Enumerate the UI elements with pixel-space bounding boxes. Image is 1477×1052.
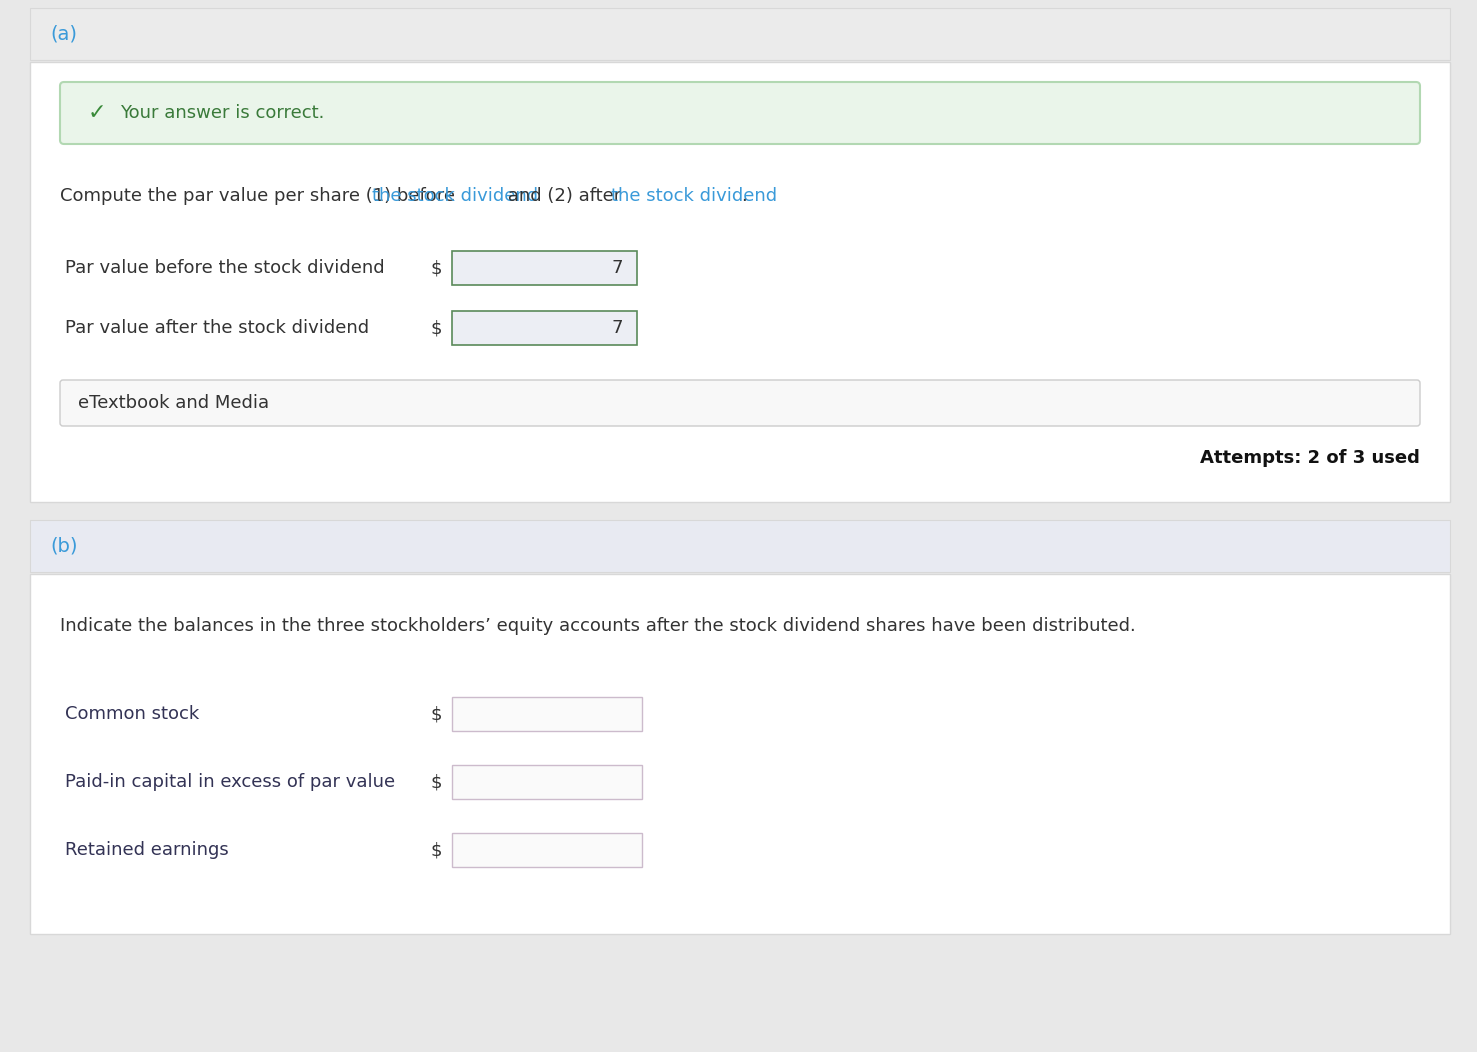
Text: .: . — [741, 187, 747, 205]
Text: $: $ — [430, 319, 442, 337]
Text: (b): (b) — [50, 537, 77, 555]
Text: $: $ — [430, 259, 442, 277]
Text: (a): (a) — [50, 24, 77, 43]
FancyBboxPatch shape — [30, 520, 1450, 572]
Text: $: $ — [430, 773, 442, 791]
Text: Indicate the balances in the three stockholders’ equity accounts after the stock: Indicate the balances in the three stock… — [61, 618, 1136, 635]
FancyBboxPatch shape — [30, 574, 1450, 934]
Text: Common stock: Common stock — [65, 705, 199, 723]
Text: Your answer is correct.: Your answer is correct. — [120, 104, 325, 122]
FancyBboxPatch shape — [452, 765, 642, 800]
Text: Attempts: 2 of 3 used: Attempts: 2 of 3 used — [1201, 449, 1419, 467]
Text: the stock dividend: the stock dividend — [611, 187, 777, 205]
Text: 7: 7 — [611, 319, 623, 337]
Text: Compute the par value per share (1) before: Compute the par value per share (1) befo… — [61, 187, 461, 205]
Text: eTextbook and Media: eTextbook and Media — [78, 394, 269, 412]
Text: and (2) after: and (2) after — [502, 187, 628, 205]
Text: Paid-in capital in excess of par value: Paid-in capital in excess of par value — [65, 773, 396, 791]
FancyBboxPatch shape — [30, 8, 1450, 60]
Text: 7: 7 — [611, 259, 623, 277]
FancyBboxPatch shape — [452, 251, 637, 285]
Text: Par value before the stock dividend: Par value before the stock dividend — [65, 259, 384, 277]
Text: $: $ — [430, 705, 442, 723]
FancyBboxPatch shape — [61, 380, 1419, 426]
Text: ✓: ✓ — [89, 103, 106, 123]
FancyBboxPatch shape — [452, 311, 637, 345]
FancyBboxPatch shape — [452, 697, 642, 731]
Text: $: $ — [430, 841, 442, 859]
FancyBboxPatch shape — [452, 833, 642, 867]
Text: the stock dividend: the stock dividend — [372, 187, 538, 205]
FancyBboxPatch shape — [30, 62, 1450, 502]
Text: Par value after the stock dividend: Par value after the stock dividend — [65, 319, 369, 337]
FancyBboxPatch shape — [61, 82, 1419, 144]
Text: Retained earnings: Retained earnings — [65, 841, 229, 859]
